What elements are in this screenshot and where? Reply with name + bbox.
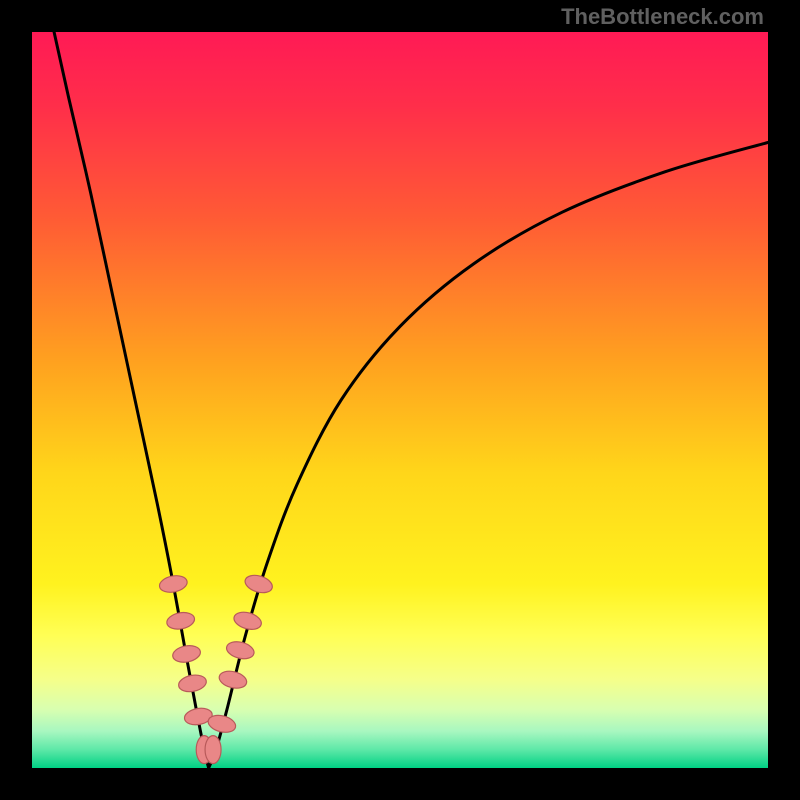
plot-area (32, 32, 768, 768)
chart-frame: TheBottleneck.com (0, 0, 800, 800)
curve-marker (243, 572, 274, 595)
curve-marker (225, 639, 256, 661)
curve-marker (217, 669, 248, 691)
curve-svg (32, 32, 768, 768)
watermark-text: TheBottleneck.com (561, 4, 764, 30)
curve-path (209, 142, 768, 768)
curve-marker (158, 573, 189, 594)
curve-marker (232, 609, 263, 632)
curve-marker (171, 643, 201, 664)
curve-marker (205, 736, 221, 764)
curve-marker (177, 673, 207, 694)
curve-marker (165, 610, 195, 631)
